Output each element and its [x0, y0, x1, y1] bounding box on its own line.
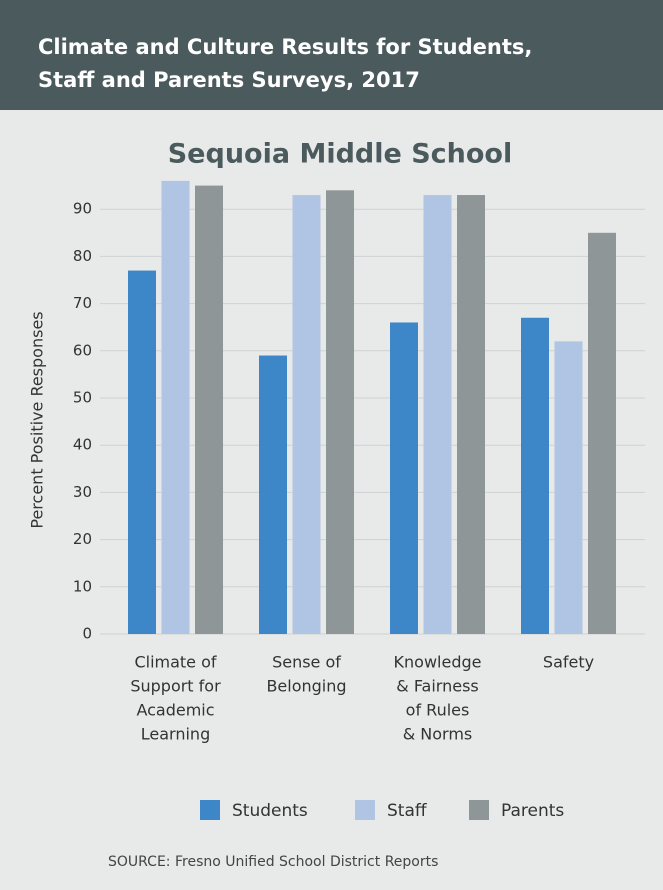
bar	[195, 185, 223, 634]
header-title: Climate and Culture Results for Students…	[38, 35, 532, 59]
legend-label: Staff	[387, 801, 428, 821]
y-tick-label: 40	[73, 436, 92, 454]
y-axis-label: Percent Positive Responses	[28, 311, 47, 528]
x-tick-label: Learning	[141, 725, 210, 744]
y-tick-label: 10	[73, 577, 92, 595]
x-tick-label: Knowledge	[394, 653, 482, 672]
x-tick-label: Sense of	[272, 653, 341, 672]
x-tick-label: of Rules	[406, 701, 470, 720]
bar	[326, 190, 354, 634]
bar	[554, 341, 583, 634]
x-tick-label: Academic	[136, 701, 214, 720]
bar	[588, 232, 616, 635]
x-tick-label: Support for	[130, 677, 221, 696]
legend-label: Parents	[501, 801, 564, 821]
header-title: Staff and Parents Surveys, 2017	[38, 68, 420, 92]
legend-swatch	[200, 800, 220, 820]
y-tick-label: 0	[82, 625, 92, 643]
bar	[457, 195, 485, 635]
bar	[128, 270, 156, 634]
legend-swatch	[355, 800, 375, 820]
x-tick-label: Belonging	[266, 677, 346, 696]
y-tick-label: 70	[73, 294, 92, 312]
x-tick-label: & Fairness	[396, 677, 479, 696]
y-tick-label: 50	[73, 389, 92, 407]
legend-swatch	[469, 800, 489, 820]
chart-title: Sequoia Middle School	[168, 139, 513, 170]
y-tick-label: 80	[73, 247, 92, 265]
bar	[390, 322, 418, 634]
y-tick-label: 60	[73, 341, 92, 359]
x-tick-label: & Norms	[403, 725, 473, 744]
bar	[292, 195, 321, 635]
x-tick-label: Climate of	[134, 653, 216, 672]
y-tick-label: 20	[73, 530, 92, 548]
y-tick-label: 30	[73, 483, 92, 501]
y-tick-label: 90	[73, 200, 92, 218]
bar	[521, 317, 549, 634]
legend-label: Students	[232, 801, 308, 821]
header-band	[0, 0, 663, 110]
bar	[161, 180, 190, 634]
source: SOURCE: Fresno Unified School District R…	[108, 854, 438, 870]
bar	[423, 195, 452, 635]
bar	[259, 355, 287, 634]
x-tick-label: Safety	[543, 653, 594, 672]
